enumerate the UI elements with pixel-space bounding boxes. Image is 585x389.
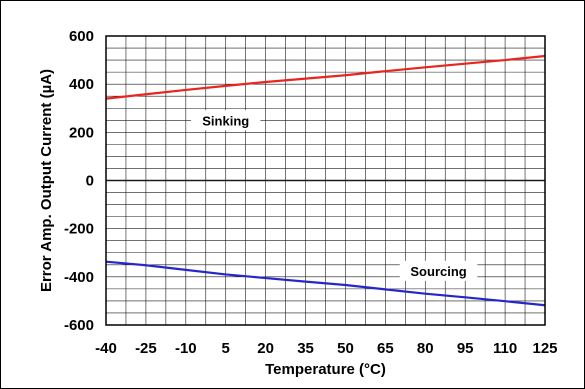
annotation-box [191,110,261,131]
annotations: Sinking Sourcing [191,110,478,281]
x-axis-ticks: -40 -25 -10 5 20 35 50 65 80 95 110 125 [95,340,557,357]
x-tick-label: 5 [222,340,230,357]
annotation-sourcing: Sourcing [410,264,466,279]
grid [106,36,545,325]
y-tick-label: -600 [64,317,94,334]
series-line-sourcing [105,260,546,307]
series-line-sinking [105,54,546,100]
x-tick-label: 20 [257,340,274,357]
x-tick-label: -25 [135,340,157,357]
y-axis-ticks: 600 400 200 0 -200 -400 -600 [64,28,94,334]
plot-area-border [105,35,546,326]
y-tick-label: 400 [69,76,94,93]
x-tick-label: 35 [297,340,314,357]
x-tick-label: 125 [532,340,557,357]
annotation-box [399,260,478,281]
x-tick-label: 50 [337,340,354,357]
annotation-sinking: Sinking [202,113,249,128]
series-lines [105,54,546,307]
x-tick-label: -10 [175,340,197,357]
x-tick-label: 110 [493,340,517,357]
y-tick-label: -200 [64,221,94,238]
y-tick-label: 200 [69,124,94,141]
x-tick-label: 80 [417,340,434,357]
x-tick-label: 95 [457,340,474,357]
x-tick-label: -40 [95,340,117,357]
x-tick-label: 65 [377,340,394,357]
y-tick-label: -400 [64,269,94,286]
y-tick-label: 0 [86,173,94,190]
y-tick-label: 600 [69,28,94,45]
x-axis-title: Temperature (°C) [265,361,386,378]
y-axis-title: Error Amp. Output Current (µA) [38,69,55,292]
